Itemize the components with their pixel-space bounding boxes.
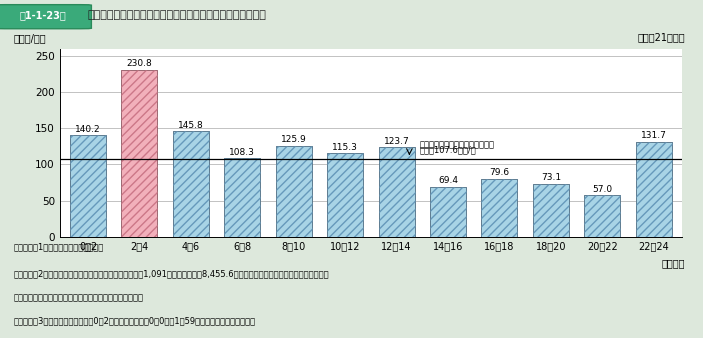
Bar (482, 179, 517, 237)
Text: 79.6: 79.6 (489, 168, 510, 177)
Text: 145.8: 145.8 (178, 121, 204, 129)
Bar (378, 147, 415, 237)
Text: 125.9: 125.9 (280, 135, 307, 144)
Text: （万円/件）: （万円/件） (13, 33, 46, 43)
Bar (430, 187, 466, 237)
Bar (482, 179, 517, 237)
Text: 69.4: 69.4 (438, 176, 458, 185)
Text: 2　各時間帯の数値は、出火時刻が不明の火災1,091件による損害額8,455.6万円を除く集計結果。「全時間帯の平均」: 2 各時間帯の数値は、出火時刻が不明の火災1,091件による損害額8,455.6… (14, 270, 330, 279)
Bar (173, 131, 209, 237)
Bar (327, 153, 363, 237)
Bar (70, 136, 106, 237)
Text: （平成21年中）: （平成21年中） (638, 32, 685, 42)
Text: 115.3: 115.3 (333, 143, 358, 152)
FancyBboxPatch shape (0, 5, 91, 29)
Bar (276, 146, 311, 237)
Text: 123.7: 123.7 (384, 137, 409, 146)
Text: （時刻）: （時刻） (662, 258, 685, 268)
Bar (70, 136, 106, 237)
Bar (378, 147, 415, 237)
Bar (122, 70, 157, 237)
Text: 3　例えば、時間帯の「0～2」は、出火時刻が0時0分～1時59分の間であることを表す。: 3 例えば、時間帯の「0～2」は、出火時刻が0時0分～1時59分の間であることを… (14, 316, 256, 325)
Text: 第1-1-23図: 第1-1-23図 (20, 10, 66, 20)
Bar (636, 142, 671, 237)
Bar (584, 195, 620, 237)
Bar (224, 159, 260, 237)
Bar (533, 184, 569, 237)
Text: 平均：107.6万円/件: 平均：107.6万円/件 (420, 146, 477, 155)
Text: 放火及び放火の疑いによる時間帯別火災１件当たりの損害額: 放火及び放火の疑いによる時間帯別火災１件当たりの損害額 (88, 10, 266, 20)
Text: は、出火時刻が不明である火災を含む平均: は、出火時刻が不明である火災を含む平均 (14, 293, 144, 303)
Text: 出火時刻が不明である火災を含む: 出火時刻が不明である火災を含む (420, 140, 495, 149)
Text: （備考）　1　「火災報告」により作成: （備考） 1 「火災報告」により作成 (14, 243, 104, 252)
Text: 57.0: 57.0 (592, 185, 612, 194)
Bar (122, 70, 157, 237)
Text: 108.3: 108.3 (229, 148, 255, 156)
Bar (430, 187, 466, 237)
Bar (584, 195, 620, 237)
Bar (224, 159, 260, 237)
Text: 140.2: 140.2 (75, 125, 101, 134)
Bar (533, 184, 569, 237)
Bar (327, 153, 363, 237)
Text: 230.8: 230.8 (127, 59, 153, 68)
Bar (173, 131, 209, 237)
Text: 73.1: 73.1 (541, 173, 561, 182)
Bar (636, 142, 671, 237)
Bar (276, 146, 311, 237)
Text: 131.7: 131.7 (640, 131, 666, 140)
